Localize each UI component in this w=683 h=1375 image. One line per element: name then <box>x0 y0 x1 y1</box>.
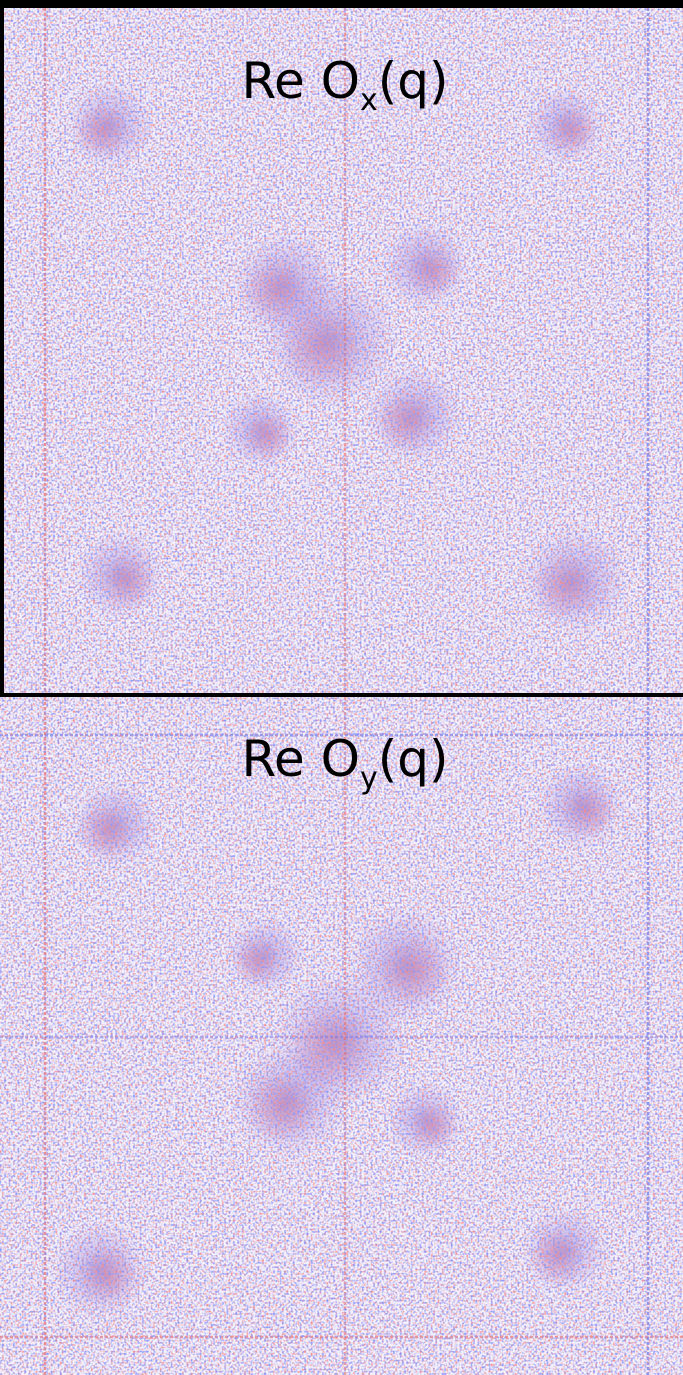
label-subscript: y <box>360 761 378 796</box>
label-main: Re O <box>241 52 360 110</box>
label-suffix: (q) <box>378 52 449 110</box>
panel-label: Re Ox(q) <box>241 52 448 118</box>
noise-blue <box>0 697 683 1375</box>
label-subscript: x <box>360 83 378 118</box>
divider <box>0 693 683 696</box>
label-suffix: (q) <box>378 730 449 788</box>
panel-label: Re Oy(q) <box>241 730 448 796</box>
label-main: Re O <box>241 730 360 788</box>
noise-blue <box>4 8 683 693</box>
